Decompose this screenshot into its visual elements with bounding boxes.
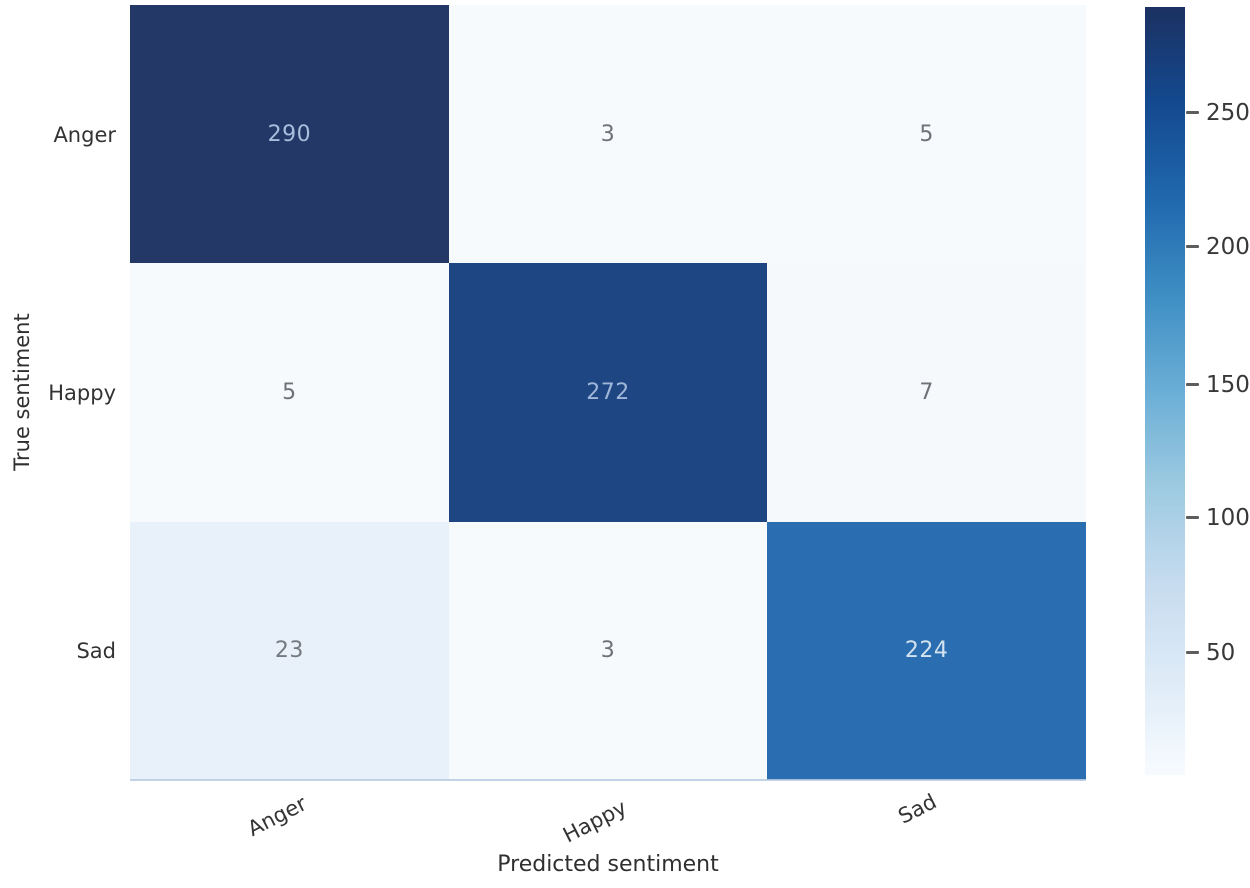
ytick-sad: Sad <box>76 639 116 663</box>
heatmap-cell-happy-anger: 5 <box>130 263 449 522</box>
y-axis-title: True sentiment <box>10 313 34 471</box>
heatmap-bottom-edge <box>130 779 1086 781</box>
colorbar-tick-label: 250 <box>1206 100 1250 126</box>
heatmap-grid: 290 3 5 5 272 7 23 3 224 <box>130 5 1086 780</box>
colorbar <box>1145 7 1185 775</box>
heatmap-cell-anger-happy: 3 <box>448 5 768 264</box>
colorbar-tick-label: 150 <box>1206 372 1250 398</box>
colorbar-tick-mark <box>1186 516 1199 519</box>
heatmap-cell-sad-happy: 3 <box>448 521 768 780</box>
x-axis-title: Predicted sentiment <box>497 852 719 877</box>
colorbar-tick-mark <box>1186 111 1199 114</box>
colorbar-tick-label: 50 <box>1206 640 1236 666</box>
heatmap-cell-happy-happy: 272 <box>448 263 768 522</box>
heatmap-cell-anger-anger: 290 <box>130 5 449 264</box>
colorbar-tick-label: 200 <box>1206 234 1250 260</box>
heatmap-cell-happy-sad: 7 <box>767 263 1086 522</box>
heatmap-cell-anger-sad: 5 <box>767 5 1086 264</box>
ytick-happy: Happy <box>48 381 116 405</box>
ytick-anger: Anger <box>53 123 116 147</box>
colorbar-tick-mark <box>1186 383 1199 386</box>
colorbar-tick-mark <box>1186 651 1199 654</box>
heatmap-cell-sad-sad: 224 <box>767 521 1086 780</box>
heatmap-cell-sad-anger: 23 <box>130 521 449 780</box>
colorbar-tick-mark <box>1186 245 1199 248</box>
colorbar-tick-label: 100 <box>1206 505 1250 531</box>
